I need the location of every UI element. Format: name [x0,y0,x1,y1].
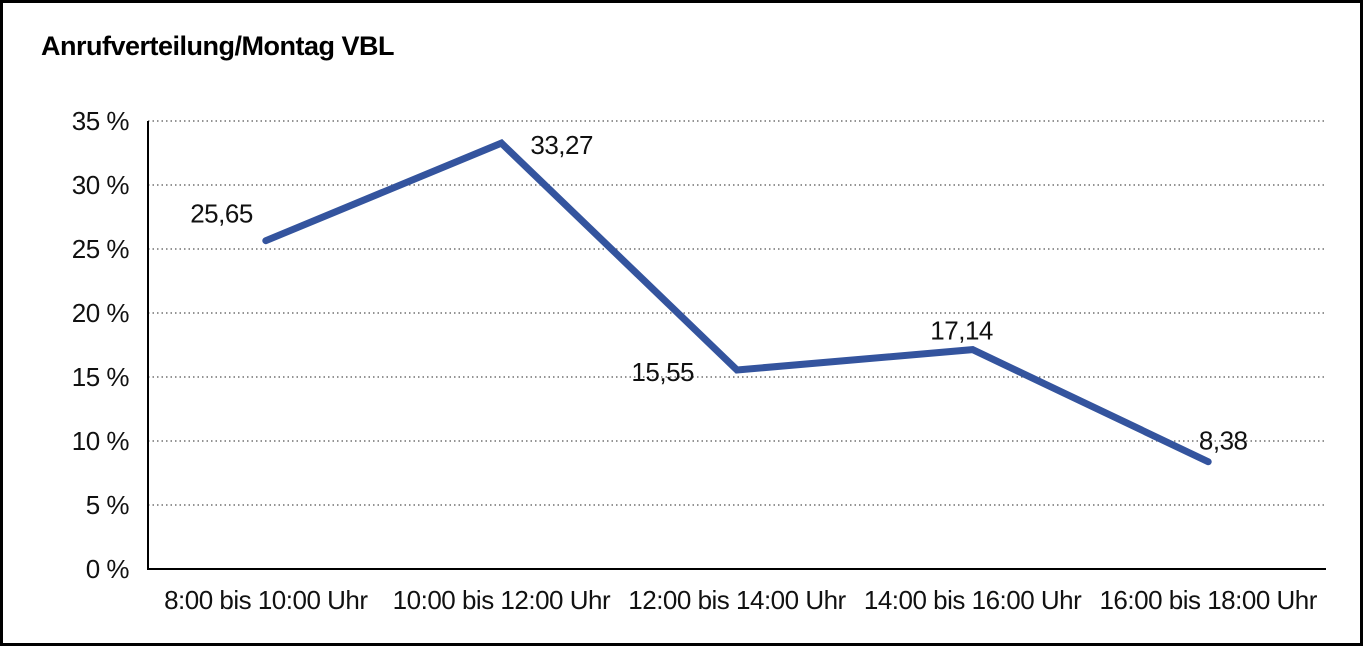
y-tick-label: 35 % [72,106,130,136]
y-tick-label: 25 % [72,234,130,264]
x-category-label: 16:00 bis 18:00 Uhr [1099,585,1317,615]
y-tick-label: 20 % [72,298,130,328]
data-point-label: 15,55 [631,357,694,387]
x-category-label: 14:00 bis 16:00 Uhr [864,585,1082,615]
chart-title: Anrufverteilung/Montag VBL [41,31,395,61]
data-point-label: 25,65 [190,199,253,229]
data-point-label: 17,14 [930,316,993,346]
x-category-label: 8:00 bis 10:00 Uhr [164,585,368,615]
x-category-label: 12:00 bis 14:00 Uhr [628,585,846,615]
data-point-label: 33,27 [530,130,593,160]
y-tick-label: 15 % [72,362,130,392]
data-series-line [262,139,1212,466]
y-tick-label: 5 % [86,490,130,520]
line-chart-canvas: 0 % 5 % 10 % 15 % 20 % 25 % 30 % 35 % 8:00 bis 1… [72,106,1326,615]
x-category-label: 10:00 bis 12:00 Uhr [393,585,611,615]
y-tick-label: 0 % [86,554,130,584]
y-tick-label: 30 % [72,170,130,200]
y-tick-label: 10 % [72,426,130,456]
data-point-label: 8,38 [1199,426,1248,456]
